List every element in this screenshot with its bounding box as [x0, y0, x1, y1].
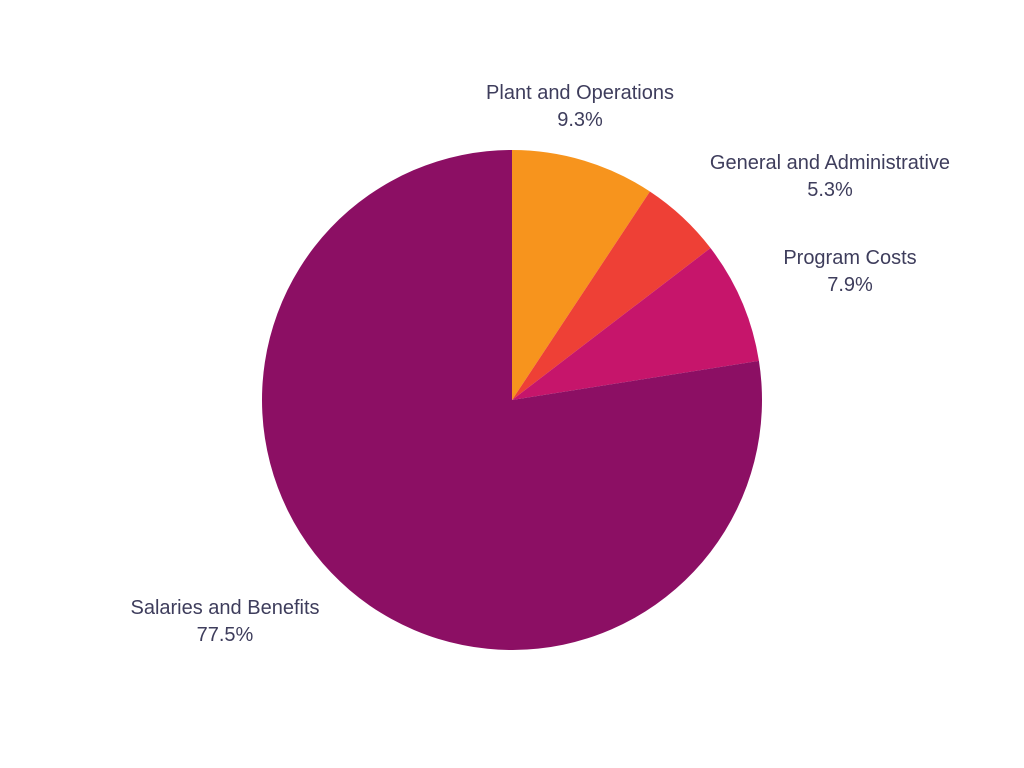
slice-percent: 5.3% [710, 177, 950, 204]
slice-label-program-costs: Program Costs 7.9% [783, 245, 916, 299]
slice-name: Plant and Operations [486, 82, 674, 104]
slice-name: Program Costs [783, 247, 916, 269]
slice-percent: 77.5% [130, 622, 319, 649]
slice-percent: 9.3% [486, 107, 674, 134]
slice-name: General and Administrative [710, 152, 950, 174]
pie-chart-container: Plant and Operations 9.3% General and Ad… [0, 0, 1024, 768]
slice-label-salaries-benefits: Salaries and Benefits 77.5% [130, 595, 319, 649]
slice-name: Salaries and Benefits [130, 597, 319, 619]
slice-percent: 7.9% [783, 272, 916, 299]
slice-label-plant-operations: Plant and Operations 9.3% [486, 80, 674, 134]
slice-label-general-admin: General and Administrative 5.3% [710, 150, 950, 204]
